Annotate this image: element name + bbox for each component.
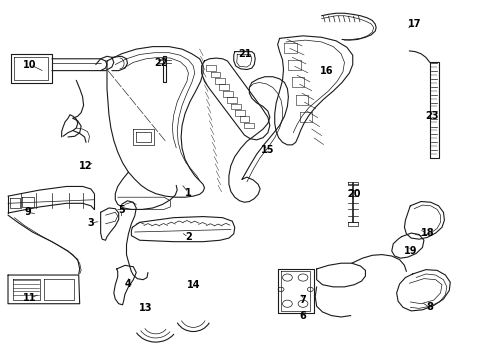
Text: 23: 23 — [425, 111, 438, 121]
Text: 12: 12 — [79, 161, 93, 171]
Text: 2: 2 — [184, 232, 191, 242]
Text: 3: 3 — [87, 218, 94, 228]
Text: 10: 10 — [23, 59, 37, 69]
Text: 1: 1 — [184, 188, 191, 198]
Text: 18: 18 — [420, 228, 433, 238]
Text: 9: 9 — [24, 207, 31, 217]
Text: 14: 14 — [186, 280, 200, 290]
Text: 4: 4 — [125, 279, 132, 289]
Text: 7: 7 — [299, 295, 306, 305]
Text: 8: 8 — [426, 302, 432, 312]
Text: 22: 22 — [154, 58, 167, 68]
Text: 6: 6 — [299, 311, 306, 321]
Text: 16: 16 — [319, 66, 332, 76]
Text: 20: 20 — [347, 189, 360, 199]
Text: 21: 21 — [238, 49, 252, 59]
Text: 17: 17 — [407, 19, 420, 29]
Text: 11: 11 — [23, 293, 37, 303]
Text: 19: 19 — [403, 246, 416, 256]
Text: 5: 5 — [118, 206, 125, 216]
Text: 15: 15 — [261, 144, 274, 154]
Text: 13: 13 — [139, 303, 152, 314]
